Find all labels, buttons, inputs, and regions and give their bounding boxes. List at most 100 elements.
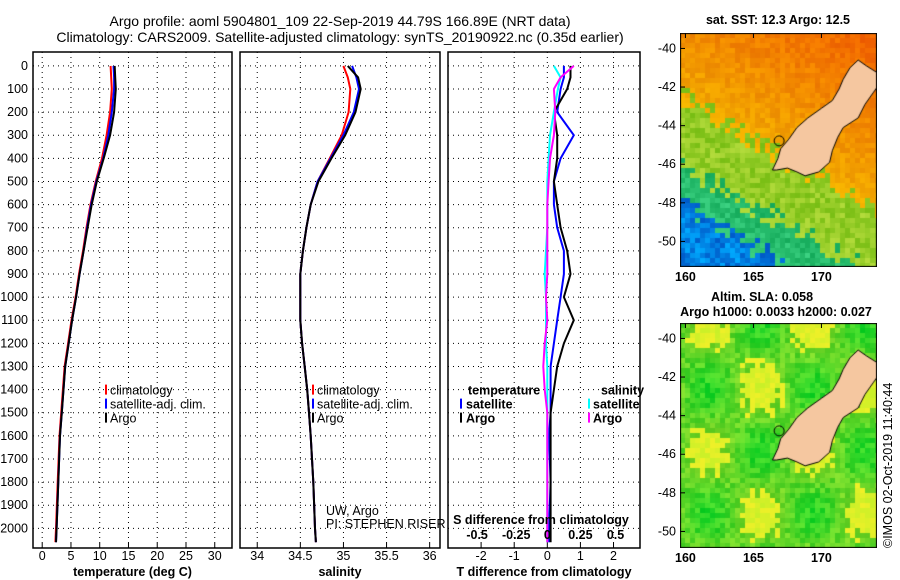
series-line-s-argo: [542, 65, 575, 543]
owner-annotation: PI: STEPHEN RISER: [326, 517, 445, 531]
x-tick-label: 36: [423, 549, 437, 563]
lat-tick-label: -40: [658, 41, 676, 55]
x-tick-label: 15: [122, 549, 136, 563]
x-tick-label: -2: [476, 549, 487, 563]
x-axis-label: T difference from climatology: [456, 565, 631, 579]
y-tick-label: 1500: [0, 406, 28, 420]
x-tick-label: 1: [577, 549, 584, 563]
lat-tick-label: -48: [658, 196, 676, 210]
x-axis-label: salinity: [318, 565, 361, 579]
plot-frame: [32, 51, 233, 549]
x-tick-label: 25: [179, 549, 193, 563]
plot-frame: [447, 51, 641, 549]
y-tick-label: 1700: [0, 452, 28, 466]
sst-map-field: [680, 33, 877, 267]
lat-tick-label: -46: [658, 447, 676, 461]
x-tick-label: 30: [208, 549, 222, 563]
legend-swatch: [312, 398, 314, 409]
x2-tick-label: 0: [544, 528, 551, 542]
map-axes-sla: -40 -42 -44 -46 -48 -50 160 165 170: [658, 323, 832, 565]
x2-tick-label: 0.5: [607, 528, 624, 542]
legend-label: climatology: [317, 384, 380, 398]
lon-tick-label: 160: [675, 551, 696, 565]
series-line-argo: [55, 65, 117, 543]
panel-temperature: 0 5 10 15 20 25 30 temperature (deg C) 0 100 200 30…: [0, 51, 233, 579]
x-tick-label: 34: [250, 549, 264, 563]
legend-swatch: [588, 412, 590, 423]
lat-tick-label: -40: [658, 331, 676, 345]
y-tick-label: 2000: [0, 521, 28, 535]
x2-tick-label: -0.25: [502, 528, 531, 542]
panel-salinity: 34 34.5 35 35.5 36 salinity climatologysatelli…: [239, 51, 445, 579]
legend-title-salinity: salinity: [601, 384, 644, 398]
legend-label: Argo: [466, 412, 496, 426]
y-tick-label: 200: [7, 105, 28, 119]
panel-difference: -2 -1 0 1 2 T difference from climatology temp…: [447, 51, 644, 579]
legend-swatch: [460, 398, 462, 409]
x-tick-label: 5: [67, 549, 74, 563]
legend-label: Argo: [110, 412, 136, 426]
legend-title-temperature: temperature: [468, 384, 540, 398]
legend-swatch: [588, 398, 590, 409]
x2-tick-label: 0.25: [568, 528, 592, 542]
y-tick-label: 800: [7, 244, 28, 258]
lon-tick-label: 160: [675, 270, 696, 284]
x-tick-label: 0: [39, 549, 46, 563]
series-line-argo: [299, 65, 362, 543]
y-tick-label: 1000: [0, 290, 28, 304]
y-tick-label: 1300: [0, 359, 28, 373]
series-line-satellite-adj-clim-: [299, 65, 361, 543]
y-tick-label: 300: [7, 128, 28, 142]
legend-swatch: [105, 398, 107, 409]
y-tick-label: 100: [7, 82, 28, 96]
lat-tick-label: -48: [658, 486, 676, 500]
legend-swatch: [105, 412, 107, 423]
lat-tick-label: -50: [658, 524, 676, 538]
x-axis-label: temperature (deg C): [73, 565, 192, 579]
y-tick-label: 1600: [0, 429, 28, 443]
lon-tick-label: 165: [743, 551, 764, 565]
figure-title-line2: Climatology: CARS2009. Satellite-adjuste…: [56, 29, 623, 45]
y-tick-label: 1200: [0, 336, 28, 350]
x-tick-label: 35: [336, 549, 350, 563]
plot-frame: [239, 51, 441, 549]
lon-tick-label: 165: [743, 270, 764, 284]
y-tick-label: 600: [7, 198, 28, 212]
x-tick-label: 20: [150, 549, 164, 563]
legend-label: climatology: [110, 384, 173, 398]
legend-swatch: [460, 412, 462, 423]
lat-tick-label: -44: [658, 409, 676, 423]
map-axes-sst: -40 -42 -44 -46 -48 -50 160 165 170: [658, 33, 832, 284]
x-tick-label: 10: [93, 549, 107, 563]
legend-swatch: [312, 384, 314, 395]
lat-tick-label: -50: [658, 234, 676, 248]
series-line-t-satellite: [547, 65, 575, 543]
y-tick-label: 700: [7, 221, 28, 235]
sst-map-title: sat. SST: 12.3 Argo: 12.5: [706, 13, 850, 27]
legend-label: Argo: [317, 412, 343, 426]
x2-axis-label: S difference from climatology: [453, 513, 629, 527]
y-tick-label: 500: [7, 174, 28, 188]
owner-annotation: UW, Argo: [326, 504, 379, 518]
legend-label: satellite: [593, 398, 640, 412]
legend-label: Argo: [593, 412, 623, 426]
lat-tick-label: -44: [658, 119, 676, 133]
figure-title-line1: Argo profile: aoml 5904801_109 22-Sep-20…: [109, 13, 570, 29]
sla-map-title2: Argo h1000: 0.0033 h2000: 0.027: [680, 305, 872, 319]
x-tick-label: 35.5: [374, 549, 398, 563]
sla-map-title1: Altim. SLA: 0.058: [711, 290, 813, 304]
y-tick-label: 900: [7, 267, 28, 281]
y-tick-label: 1100: [1, 313, 28, 327]
lat-tick-label: -42: [658, 370, 676, 384]
y-tick-label: 1800: [0, 475, 28, 489]
x-tick-label: 2: [610, 549, 617, 563]
y-tick-label: 1400: [0, 383, 28, 397]
sla-map-field: [680, 323, 877, 548]
y-tick-label: 0: [21, 59, 28, 73]
legend-label: satellite-adj. clim.: [317, 398, 413, 412]
legend-swatch: [312, 412, 314, 423]
y-tick-label: 400: [7, 151, 28, 165]
legend-label: satellite-adj. clim.: [110, 398, 206, 412]
lon-tick-label: 170: [811, 551, 832, 565]
